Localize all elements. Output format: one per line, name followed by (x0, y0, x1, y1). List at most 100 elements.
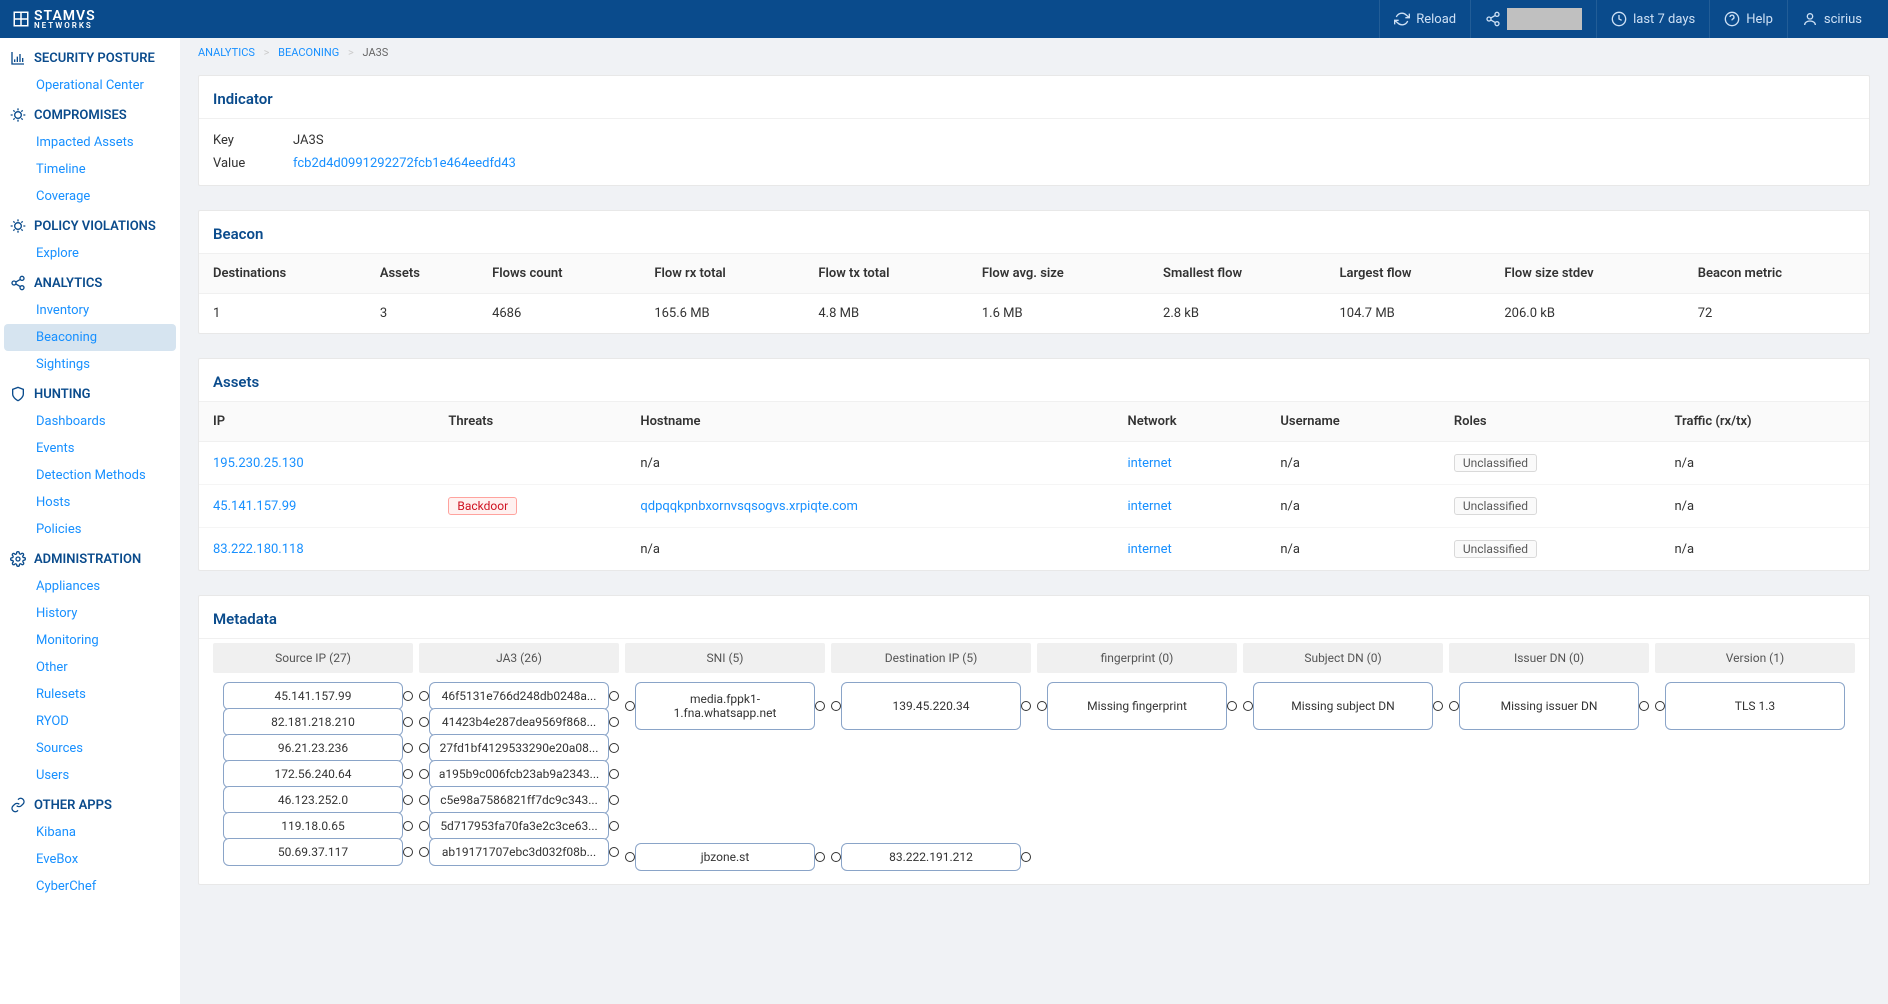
meta-header[interactable]: JA3 (26) (419, 643, 619, 673)
nav-item-history[interactable]: History (0, 600, 180, 627)
meta-node[interactable]: jbzone.st (635, 843, 815, 871)
meta-node[interactable]: 27fd1bf4129533290e20a08... (429, 734, 609, 762)
nav-item-monitoring[interactable]: Monitoring (0, 627, 180, 654)
breadcrumb-current: JA3S (363, 46, 389, 59)
meta-node[interactable]: 172.56.240.64 (223, 760, 403, 788)
assets-row: 195.230.25.130n/ainternetn/aUnclassified… (199, 442, 1869, 485)
meta-header[interactable]: Version (1) (1655, 643, 1855, 673)
meta-node[interactable]: 83.222.191.212 (841, 843, 1021, 871)
meta-node[interactable]: 5d717953fa70fa3e2c3ce63... (429, 812, 609, 840)
meta-node[interactable]: 96.21.23.236 (223, 734, 403, 762)
meta-node[interactable]: 46f5131e766d248db0248a... (429, 682, 609, 710)
meta-header[interactable]: fingerprint (0) (1037, 643, 1237, 673)
nav-section-compromises[interactable]: COMPROMISES (0, 99, 180, 129)
meta-node[interactable]: c5e98a7586821ff7dc9c343... (429, 786, 609, 814)
meta-node[interactable]: 139.45.220.34 (841, 682, 1021, 730)
asset-traffic: n/a (1661, 528, 1870, 571)
meta-node[interactable]: media.fppk1-1.fna.whatsapp.net (635, 682, 815, 730)
nav-item-dashboards[interactable]: Dashboards (0, 408, 180, 435)
beacon-col: Assets (366, 254, 478, 294)
asset-hostname-link[interactable]: qdpqqkpnbxornvsqsogvs.xrpiqte.com (640, 499, 858, 514)
assets-col: Network (1114, 402, 1267, 442)
nav-section-security-posture[interactable]: SECURITY POSTURE (0, 42, 180, 72)
meta-col: Destination IP (5) 139.45.220.34 83.222.19… (831, 643, 1031, 870)
breadcrumb-analytics[interactable]: ANALYTICS (198, 46, 255, 59)
meta-node[interactable]: 50.69.37.117 (223, 838, 403, 866)
user-icon (1802, 11, 1818, 27)
meta-node[interactable]: Missing subject DN (1253, 682, 1433, 730)
meta-node[interactable]: TLS 1.3 (1665, 682, 1845, 730)
nav-item-events[interactable]: Events (0, 435, 180, 462)
beacon-col: Largest flow (1325, 254, 1490, 294)
asset-ip-link[interactable]: 83.222.180.118 (213, 542, 304, 557)
nav-item-evebox[interactable]: EveBox (0, 846, 180, 873)
meta-node[interactable]: Missing issuer DN (1459, 682, 1639, 730)
nav-item-ryod[interactable]: RYOD (0, 708, 180, 735)
asset-network-link[interactable]: internet (1128, 542, 1172, 557)
nav-item-other[interactable]: Other (0, 654, 180, 681)
help-button[interactable]: Help (1709, 0, 1787, 38)
nav-section-hunting[interactable]: HUNTING (0, 378, 180, 408)
tenant-input[interactable] (1507, 8, 1582, 30)
meta-node[interactable]: 41423b4e287dea9569f868... (429, 708, 609, 736)
indicator-value-link[interactable]: fcb2d4d0991292272fcb1e464eedfd43 (293, 156, 516, 171)
nav-item-coverage[interactable]: Coverage (0, 183, 180, 210)
meta-header[interactable]: Issuer DN (0) (1449, 643, 1649, 673)
nav-item-inventory[interactable]: Inventory (0, 297, 180, 324)
meta-header[interactable]: Destination IP (5) (831, 643, 1031, 673)
meta-node[interactable]: Missing fingerprint (1047, 682, 1227, 730)
asset-ip-link[interactable]: 195.230.25.130 (213, 456, 304, 471)
nav-item-beaconing[interactable]: Beaconing (4, 324, 176, 351)
nav-item-cyberchef[interactable]: CyberChef (0, 873, 180, 900)
asset-ip-link[interactable]: 45.141.157.99 (213, 499, 296, 514)
nav-section-other-apps[interactable]: OTHER APPS (0, 789, 180, 819)
nav-section-analytics[interactable]: ANALYTICS (0, 267, 180, 297)
reload-label: Reload (1416, 12, 1456, 27)
nav-section-policy-violations[interactable]: POLICY VIOLATIONS (0, 210, 180, 240)
nav-item-rulesets[interactable]: Rulesets (0, 681, 180, 708)
meta-header[interactable]: Subject DN (0) (1243, 643, 1443, 673)
meta-col: JA3 (26) 46f5131e766d248db0248a...41423b4… (419, 643, 619, 870)
nav-item-impacted-assets[interactable]: Impacted Assets (0, 129, 180, 156)
brand-logo[interactable]: STAMVS NETWORKS (12, 8, 96, 30)
nav-item-timeline[interactable]: Timeline (0, 156, 180, 183)
indicator-panel: Indicator Key JA3S Value fcb2d4d09912922… (198, 75, 1870, 186)
sidebar: SECURITY POSTUREOperational CenterCOMPRO… (0, 38, 180, 1004)
nav-item-sources[interactable]: Sources (0, 735, 180, 762)
nav-item-explore[interactable]: Explore (0, 240, 180, 267)
nav-section-administration[interactable]: ADMINISTRATION (0, 543, 180, 573)
indicator-value-label: Value (213, 156, 293, 171)
meta-col: Source IP (27) 45.141.157.9982.181.218.21… (213, 643, 413, 870)
meta-col: SNI (5) media.fppk1-1.fna.whatsapp.net jbz… (625, 643, 825, 870)
timerange-button[interactable]: last 7 days (1596, 0, 1709, 38)
breadcrumb-beaconing[interactable]: BEACONING (278, 46, 339, 59)
assets-table: IPThreatsHostnameNetworkUsernameRolesTra… (199, 402, 1869, 570)
meta-node[interactable]: 119.18.0.65 (223, 812, 403, 840)
nav-item-detection-methods[interactable]: Detection Methods (0, 462, 180, 489)
reload-button[interactable]: Reload (1379, 0, 1470, 38)
assets-title: Assets (199, 359, 1869, 402)
beacon-cell: 3 (366, 294, 478, 334)
meta-node[interactable]: 82.181.218.210 (223, 708, 403, 736)
tenant-selector[interactable] (1470, 0, 1596, 38)
meta-node[interactable]: ab19171707ebc3d032f08b... (429, 838, 609, 866)
meta-header[interactable]: SNI (5) (625, 643, 825, 673)
asset-network-link[interactable]: internet (1128, 499, 1172, 514)
beacon-table: DestinationsAssetsFlows countFlow rx tot… (199, 254, 1869, 333)
nav-item-hosts[interactable]: Hosts (0, 489, 180, 516)
nav-item-kibana[interactable]: Kibana (0, 819, 180, 846)
user-menu[interactable]: scirius (1787, 0, 1876, 38)
meta-node[interactable]: 45.141.157.99 (223, 682, 403, 710)
nav-item-policies[interactable]: Policies (0, 516, 180, 543)
role-tag: Unclassified (1454, 454, 1537, 472)
meta-node[interactable]: a195b9c006fcb23ab9a2343... (429, 760, 609, 788)
nav-item-operational-center[interactable]: Operational Center (0, 72, 180, 99)
nav-item-users[interactable]: Users (0, 762, 180, 789)
nav-item-appliances[interactable]: Appliances (0, 573, 180, 600)
share-icon (1485, 11, 1501, 27)
nav-item-sightings[interactable]: Sightings (0, 351, 180, 378)
asset-network-link[interactable]: internet (1128, 456, 1172, 471)
meta-node[interactable]: 46.123.252.0 (223, 786, 403, 814)
meta-header[interactable]: Source IP (27) (213, 643, 413, 673)
beacon-cell: 1.6 MB (968, 294, 1149, 334)
